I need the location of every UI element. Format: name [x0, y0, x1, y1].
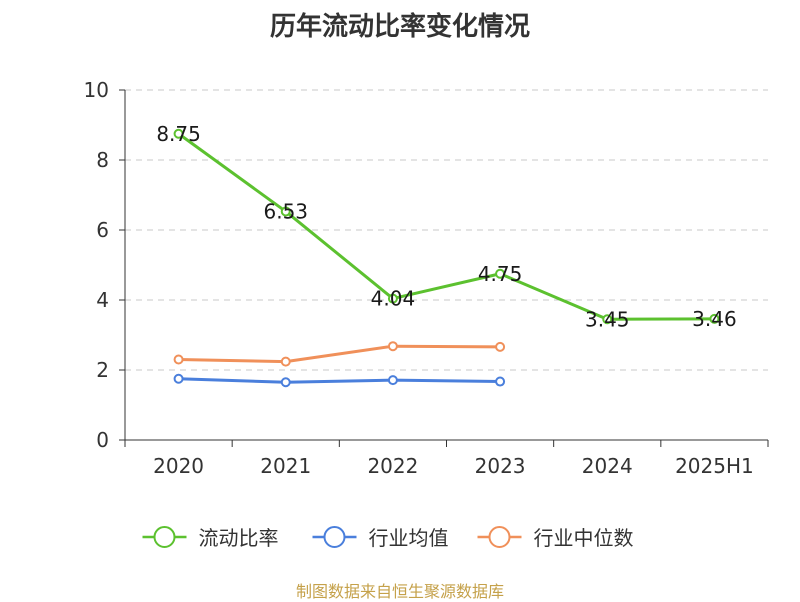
series-line-1 — [178, 377, 501, 384]
legend-marker — [153, 526, 176, 548]
x-tick-label: 2022 — [367, 454, 418, 478]
y-tick-label: 2 — [96, 358, 109, 382]
y-tick-label: 6 — [96, 218, 109, 242]
x-tick-label: 2025H1 — [675, 454, 754, 478]
data-point — [495, 341, 506, 352]
gridlines — [125, 89, 768, 371]
data-label: 3.46 — [692, 307, 737, 331]
data-label: 6.53 — [263, 199, 308, 223]
y-tick-label: 10 — [84, 78, 109, 102]
y-tick-label: 8 — [96, 148, 109, 172]
legend-marker — [488, 526, 511, 548]
data-point — [280, 206, 291, 217]
y-tick-label: 4 — [96, 288, 109, 312]
x-tick-label: 2020 — [153, 454, 204, 478]
data-point — [387, 341, 398, 352]
data-point — [387, 375, 398, 386]
data-point — [495, 376, 506, 387]
data-labels: 8.75 6.53 4.04 4.75 3.45 3.46 — [156, 122, 736, 332]
legend-label: 行业均值 — [369, 526, 449, 550]
data-point — [280, 356, 291, 367]
chart-title: 历年流动比率变化情况 — [269, 12, 530, 42]
legend-item-2[interactable]: 行业中位数 — [477, 526, 634, 550]
data-point — [173, 354, 184, 365]
x-tick-label: 2023 — [475, 454, 526, 478]
axes: 0 2 4 6 8 10 2020 2021 2022 2023 2024 2025H1 — [84, 78, 769, 478]
legend-item-0[interactable]: 流动比率 — [142, 526, 279, 550]
source-note: 制图数据来自恒生聚源数据库 — [295, 582, 504, 601]
data-point — [173, 373, 184, 384]
data-point — [709, 313, 720, 324]
legend-label: 行业中位数 — [534, 526, 634, 550]
legend-item-1[interactable]: 行业均值 — [312, 526, 449, 550]
data-point — [495, 268, 506, 279]
data-label: 4.75 — [478, 262, 523, 286]
legend-label: 流动比率 — [199, 526, 279, 550]
legend-marker — [323, 526, 346, 548]
series-line-2 — [178, 344, 501, 364]
x-tick-label: 2024 — [582, 454, 633, 478]
data-label: 4.04 — [371, 287, 416, 311]
series — [173, 128, 720, 388]
legend[interactable]: 流动比率 行业均值 行业中位数 — [142, 526, 634, 550]
data-label: 8.75 — [156, 122, 201, 146]
series-line-0 — [177, 132, 715, 321]
data-point — [173, 128, 184, 139]
y-tick-label: 0 — [96, 428, 109, 452]
data-label: 3.45 — [585, 307, 630, 331]
data-point — [280, 377, 291, 388]
data-point — [387, 293, 398, 304]
x-tick-label: 2021 — [260, 454, 311, 478]
data-point — [602, 314, 613, 325]
